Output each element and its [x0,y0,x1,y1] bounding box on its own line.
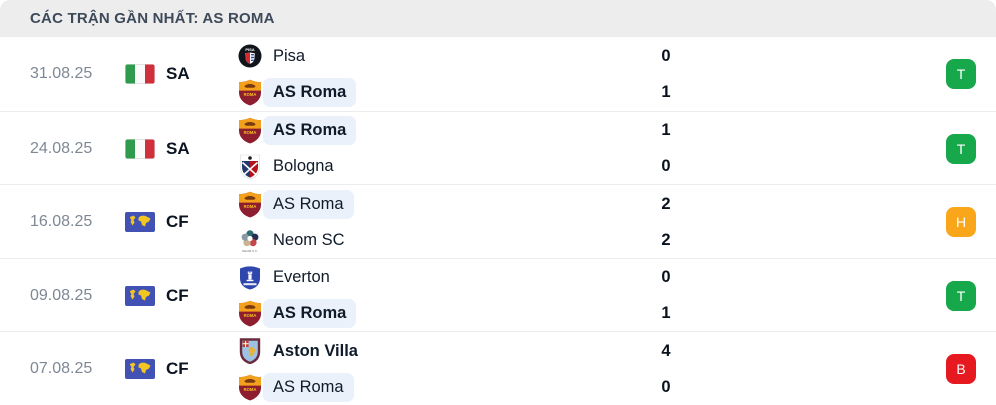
world-map-icon [125,212,155,233]
world-map-icon [125,285,155,306]
svg-text:ROMA: ROMA [244,92,257,97]
team-name: Everton [273,268,330,287]
neom-crest-icon: NEOM S.C. [237,226,263,254]
svg-text:ROMA: ROMA [244,387,257,392]
roma-crest-icon: ROMA [237,300,263,328]
roma-crest-icon: ROMA [237,190,263,218]
team-score: 1 [661,304,671,323]
result-badge: T [946,280,976,311]
team-score: 0 [661,46,671,65]
competition-code: CF [166,359,189,379]
team-score: 4 [661,341,671,360]
competition: CF [125,212,237,233]
match-date: 24.08.25 [30,139,93,157]
svg-text:NEOM S.C.: NEOM S.C. [242,249,258,253]
team-name: AS Roma [263,77,357,107]
match-row[interactable]: 09.08.25 CF Everton 0 ROMA AS Roma 1 T [0,257,996,332]
svg-text:ROMA: ROMA [244,313,257,318]
pisa-crest-icon: PISA [237,42,263,70]
italy-flag-icon [125,138,155,159]
roma-crest-icon: ROMA [237,117,263,145]
svg-text:PISA: PISA [245,47,254,52]
roma-crest-icon: ROMA [237,78,263,106]
team-score: 2 [661,230,671,249]
team-name: AS Roma [263,189,354,219]
match-date: 31.08.25 [30,65,93,82]
everton-crest-icon [237,264,263,292]
team-name: Neom SC [273,230,345,249]
roma-crest-icon: ROMA [237,373,263,401]
result-badge: H [946,207,976,238]
competition: CF [125,359,237,380]
svg-text:ROMA: ROMA [244,204,257,209]
team-name: Bologna [273,157,334,176]
competition: SA [125,64,237,84]
competition: CF [125,285,237,306]
result-badge: T [946,133,976,164]
world-map-icon [125,359,155,380]
team-score: 0 [661,377,671,396]
team-name: AS Roma [263,372,354,402]
team-score: 0 [661,268,671,287]
result-badge: T [946,59,976,89]
widget-title: CÁC TRẬN GẦN NHẤT: AS ROMA [0,0,996,37]
aston-villa-crest-icon [237,337,263,365]
svg-text:ROMA: ROMA [244,130,257,135]
team-name: AS Roma [263,299,357,329]
competition-code: SA [166,138,190,158]
team-score: 1 [661,82,671,101]
match-date: 09.08.25 [30,286,93,304]
team-name: AS Roma [263,116,357,146]
match-date: 07.08.25 [30,360,93,378]
team-score: 1 [661,121,671,140]
match-date: 16.08.25 [30,213,93,231]
competition-code: SA [166,64,190,83]
result-badge: B [946,354,976,385]
team-score: 0 [661,157,671,176]
team-name: Pisa [273,46,306,65]
competition: SA [125,138,237,159]
team-score: 2 [661,194,671,213]
match-row[interactable]: 24.08.25 SA ROMA AS Roma 1 Bologna 0 T [0,110,996,185]
team-name: Aston Villa [273,341,358,360]
italy-flag-icon [125,64,155,84]
match-row[interactable]: 16.08.25 CF ROMA AS Roma 2 NEOM S.C. Neo… [0,184,996,258]
competition-code: CF [166,212,189,232]
match-row[interactable]: 31.08.25 SA PISA Pisa 0 ROMA AS Roma 1 T [0,37,996,111]
competition-code: CF [166,285,189,305]
bologna-crest-icon [237,153,263,181]
match-row[interactable]: 07.08.25 CF Aston Villa 4 ROMA AS Roma 0… [0,331,996,405]
